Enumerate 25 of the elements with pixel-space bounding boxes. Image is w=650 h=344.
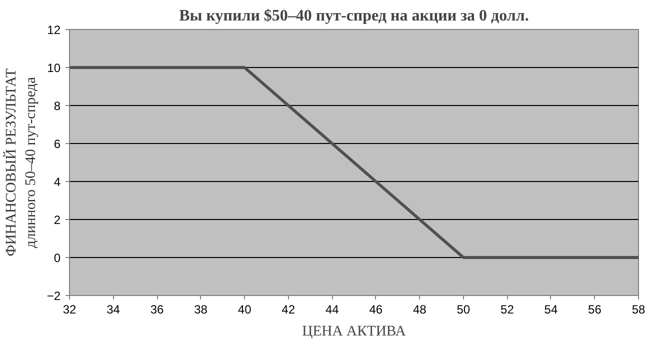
x-tick-label: 58	[632, 302, 646, 316]
y-tick-label: 6	[54, 137, 61, 151]
x-tick-label: 54	[544, 302, 558, 316]
y-tick-label: 4	[54, 175, 61, 189]
x-tick-label: 32	[62, 302, 76, 316]
x-tick-label: 52	[500, 302, 514, 316]
x-tick-label: 48	[412, 302, 427, 316]
x-tick-label: 56	[588, 302, 602, 316]
x-tick-label: 34	[106, 302, 120, 316]
x-tick-label: 38	[194, 302, 208, 316]
x-tick-label: 50	[456, 302, 470, 316]
y-tick-label: 10	[47, 61, 61, 75]
y-tick-label: 2	[54, 213, 61, 227]
y-tick-label: −2	[46, 289, 61, 303]
x-tick-label: 42	[282, 302, 296, 316]
chart-title: Вы купили $50–40 пут-спред на акции за 0 долл.	[179, 8, 529, 24]
x-axis-title: ЦЕНА АКТИВА	[302, 324, 406, 340]
x-tick-label: 36	[150, 302, 164, 316]
x-tick-label: 40	[238, 302, 252, 316]
y-tick-label: 0	[54, 251, 61, 265]
y-axis-title: ФИНАНСОВЫЙ РЕЗУЛЬТАТ длинного 50–40 пут-спреда	[2, 68, 39, 256]
y-tick-label: 12	[47, 23, 61, 37]
y-tick-label: 8	[54, 99, 61, 113]
x-tick-label: 46	[369, 302, 383, 316]
x-tick-label: 44	[325, 302, 340, 316]
